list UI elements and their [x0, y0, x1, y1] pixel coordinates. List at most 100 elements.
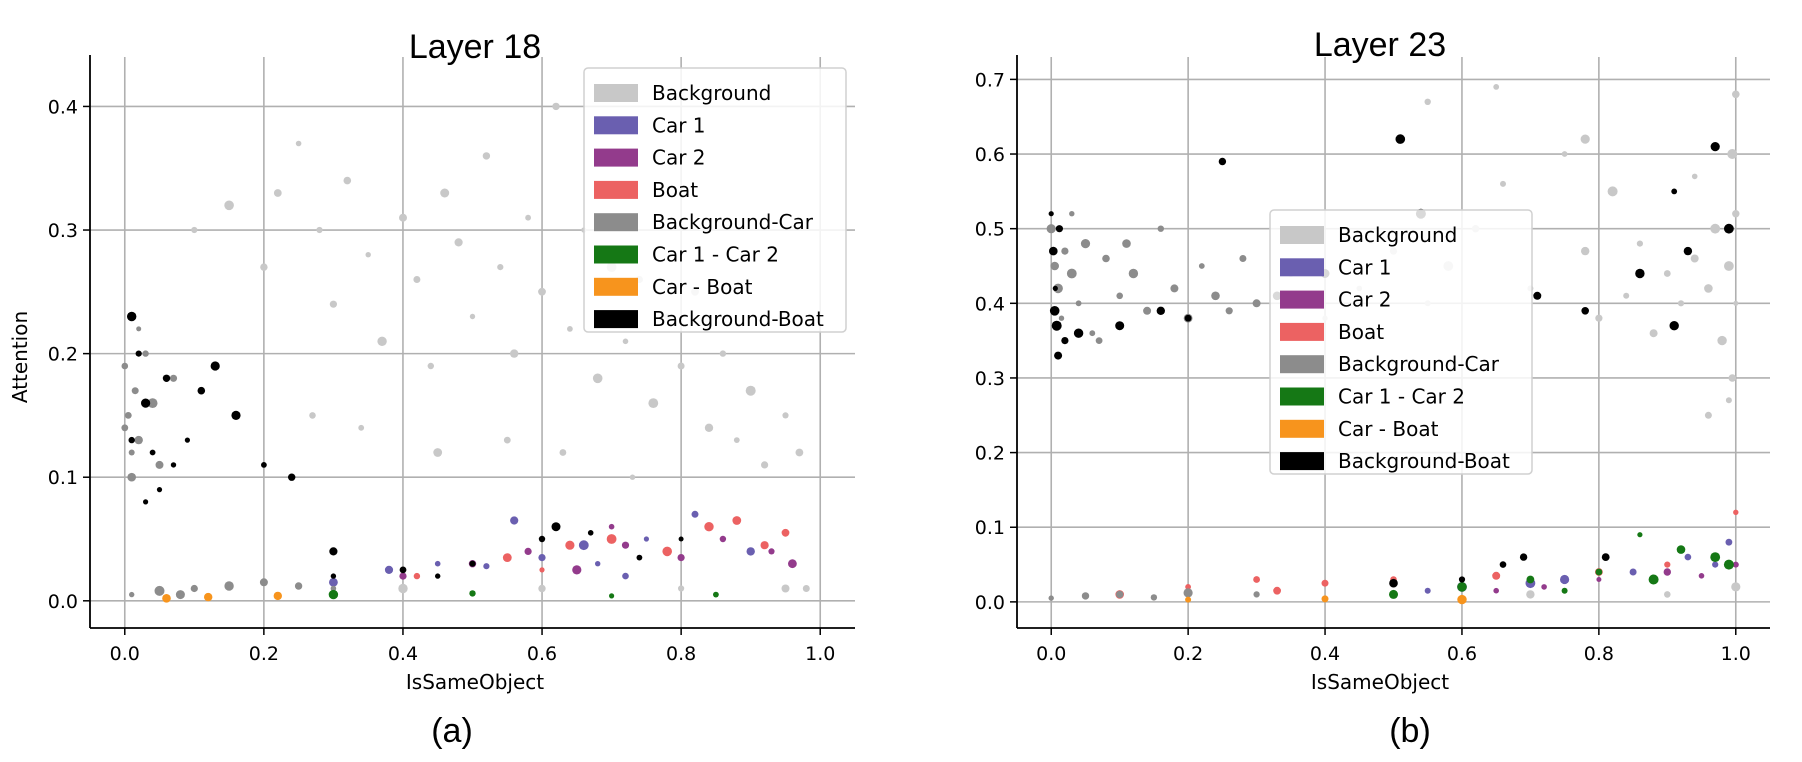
y-tick-label: 0.5: [975, 219, 1005, 241]
y-tick-label: 0.1: [48, 467, 78, 489]
point-bgcar: [1128, 268, 1139, 279]
point-background: [525, 214, 531, 221]
point-background: [497, 264, 504, 271]
point-bgcar: [1080, 239, 1091, 249]
point-boat: [502, 553, 512, 562]
legend-swatch-boat: [594, 180, 638, 199]
point-car2: [621, 541, 630, 549]
legend-label-background: Background: [1338, 223, 1457, 247]
point-car2: [1596, 577, 1602, 582]
point-bgcar: [1239, 255, 1247, 262]
point-bgcar: [1225, 307, 1233, 315]
point-bgboat: [469, 560, 476, 567]
point-background: [440, 188, 450, 198]
point-background: [1732, 90, 1740, 99]
y-tick-label: 0.2: [975, 443, 1005, 465]
point-bgboat: [170, 462, 177, 468]
legend-swatch-boat: [1280, 322, 1324, 341]
point-bgboat: [1049, 246, 1058, 256]
point-boat: [1321, 579, 1329, 587]
point-background: [629, 474, 636, 480]
point-bgboat: [678, 536, 684, 542]
point-bgboat: [162, 374, 171, 382]
point-bgboat: [1156, 306, 1166, 315]
point-bgcar: [1061, 247, 1069, 255]
legend-swatch-bgcar: [594, 213, 638, 232]
point-bgboat: [1581, 307, 1589, 315]
point-bgcar: [294, 582, 303, 590]
legend-swatch-bgboat: [594, 310, 638, 329]
point-background: [1732, 210, 1740, 218]
y-tick-label: 0.4: [48, 96, 78, 118]
point-car1car2: [1710, 552, 1721, 562]
point-background: [398, 583, 408, 594]
point-bgcar: [1050, 261, 1059, 271]
y-tick-label: 0.3: [48, 220, 78, 242]
point-carboat: [1185, 596, 1192, 603]
point-background: [1561, 151, 1568, 157]
point-bgboat: [1061, 337, 1069, 345]
point-background: [1704, 411, 1712, 419]
axes: [83, 55, 855, 635]
point-bgboat: [184, 437, 190, 443]
legend-swatch-background: [594, 84, 638, 102]
x-tick-label: 0.6: [527, 643, 557, 665]
point-bgcar: [1253, 591, 1260, 598]
point-bgboat: [1533, 291, 1542, 300]
legend-swatch-carboat: [1280, 419, 1324, 438]
point-bgboat: [1671, 188, 1678, 195]
point-car2: [1493, 587, 1499, 594]
point-background: [761, 461, 769, 469]
legend-label-car1: Car 1: [652, 113, 706, 137]
point-bgcar: [142, 350, 149, 357]
point-background: [309, 412, 316, 419]
point-bgboat: [127, 311, 137, 322]
point-background: [704, 423, 714, 432]
point-bgcar: [124, 412, 132, 419]
point-background: [552, 102, 560, 111]
point-background: [538, 584, 546, 593]
point-bgcar: [169, 374, 178, 382]
legend-swatch-car1car2: [594, 245, 638, 264]
tick-labels: 0.0 0.2 0.4 0.6 0.8 1.0 0.0 0.1 0.2 0.3 0.4: [48, 96, 836, 665]
point-background: [1595, 314, 1603, 322]
point-background: [592, 373, 603, 384]
point-car2: [608, 523, 615, 530]
point-bgcar: [1048, 595, 1054, 601]
point-background: [1424, 98, 1431, 106]
point-background: [358, 424, 365, 431]
point-bgcar: [129, 591, 135, 598]
point-car1: [691, 510, 699, 518]
point-car1car2: [1637, 532, 1643, 538]
point-bgcar: [175, 590, 185, 600]
legend-swatch-car2: [1280, 290, 1324, 309]
point-bgboat: [1389, 578, 1398, 588]
point-car1: [329, 577, 338, 587]
point-car2: [572, 565, 582, 575]
panel-caption: (b): [1389, 712, 1431, 750]
point-background: [365, 252, 371, 258]
point-car1car2: [469, 590, 476, 597]
legend-swatch-car1: [594, 116, 638, 135]
point-bgboat: [1054, 351, 1063, 360]
point-bgcar: [147, 398, 158, 408]
point-bgboat: [1395, 134, 1406, 144]
legend-swatch-background: [1280, 226, 1324, 244]
point-bgboat: [1710, 142, 1720, 152]
panel-title: Layer 23: [1314, 26, 1446, 64]
point-bgcar: [1058, 315, 1065, 321]
point-car2: [719, 535, 727, 543]
legend-swatch-bgboat: [1280, 452, 1324, 471]
point-background: [482, 152, 491, 160]
x-tick-label: 0.4: [388, 643, 418, 665]
point-bgcar: [190, 584, 198, 593]
point-car1: [1725, 538, 1733, 546]
point-car1: [643, 536, 650, 542]
x-tick-label: 0.6: [1447, 643, 1477, 665]
point-background: [427, 362, 434, 370]
point-bgcar: [1150, 594, 1158, 601]
point-bgcar: [127, 472, 136, 482]
legend-swatch-carboat: [594, 277, 638, 296]
point-bgboat: [135, 350, 142, 357]
y-tick-label: 0.0: [48, 591, 78, 613]
